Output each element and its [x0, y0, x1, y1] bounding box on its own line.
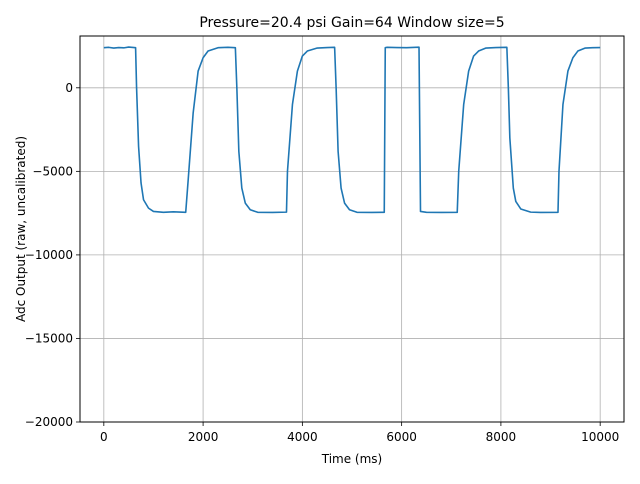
x-tick-label: 10000 — [581, 430, 619, 444]
x-axis: 0 2000 4000 6000 8000 10000 — [100, 422, 619, 444]
x-tick-label: 4000 — [287, 430, 318, 444]
chart-title: Pressure=20.4 psi Gain=64 Window size=5 — [199, 15, 504, 31]
plot-area — [103, 46, 601, 214]
x-axis-label: Time (ms) — [321, 452, 383, 466]
x-tick-label: 8000 — [486, 430, 517, 444]
y-tick-label: −15000 — [25, 331, 73, 345]
x-tick-label: 0 — [100, 430, 108, 444]
series-line — [103, 46, 601, 214]
y-axis: 0 −5000 −10000 −15000 −20000 — [25, 81, 80, 429]
y-tick-label: −5000 — [32, 164, 73, 178]
axes-frame — [79, 35, 625, 423]
x-tick-label: 6000 — [386, 430, 417, 444]
y-tick-label: −10000 — [25, 248, 73, 262]
y-tick-label: 0 — [65, 81, 73, 95]
y-tick-label: −20000 — [25, 415, 73, 429]
y-axis-label: Adc Output (raw, uncalibrated) — [14, 136, 28, 322]
x-tick-label: 2000 — [188, 430, 219, 444]
